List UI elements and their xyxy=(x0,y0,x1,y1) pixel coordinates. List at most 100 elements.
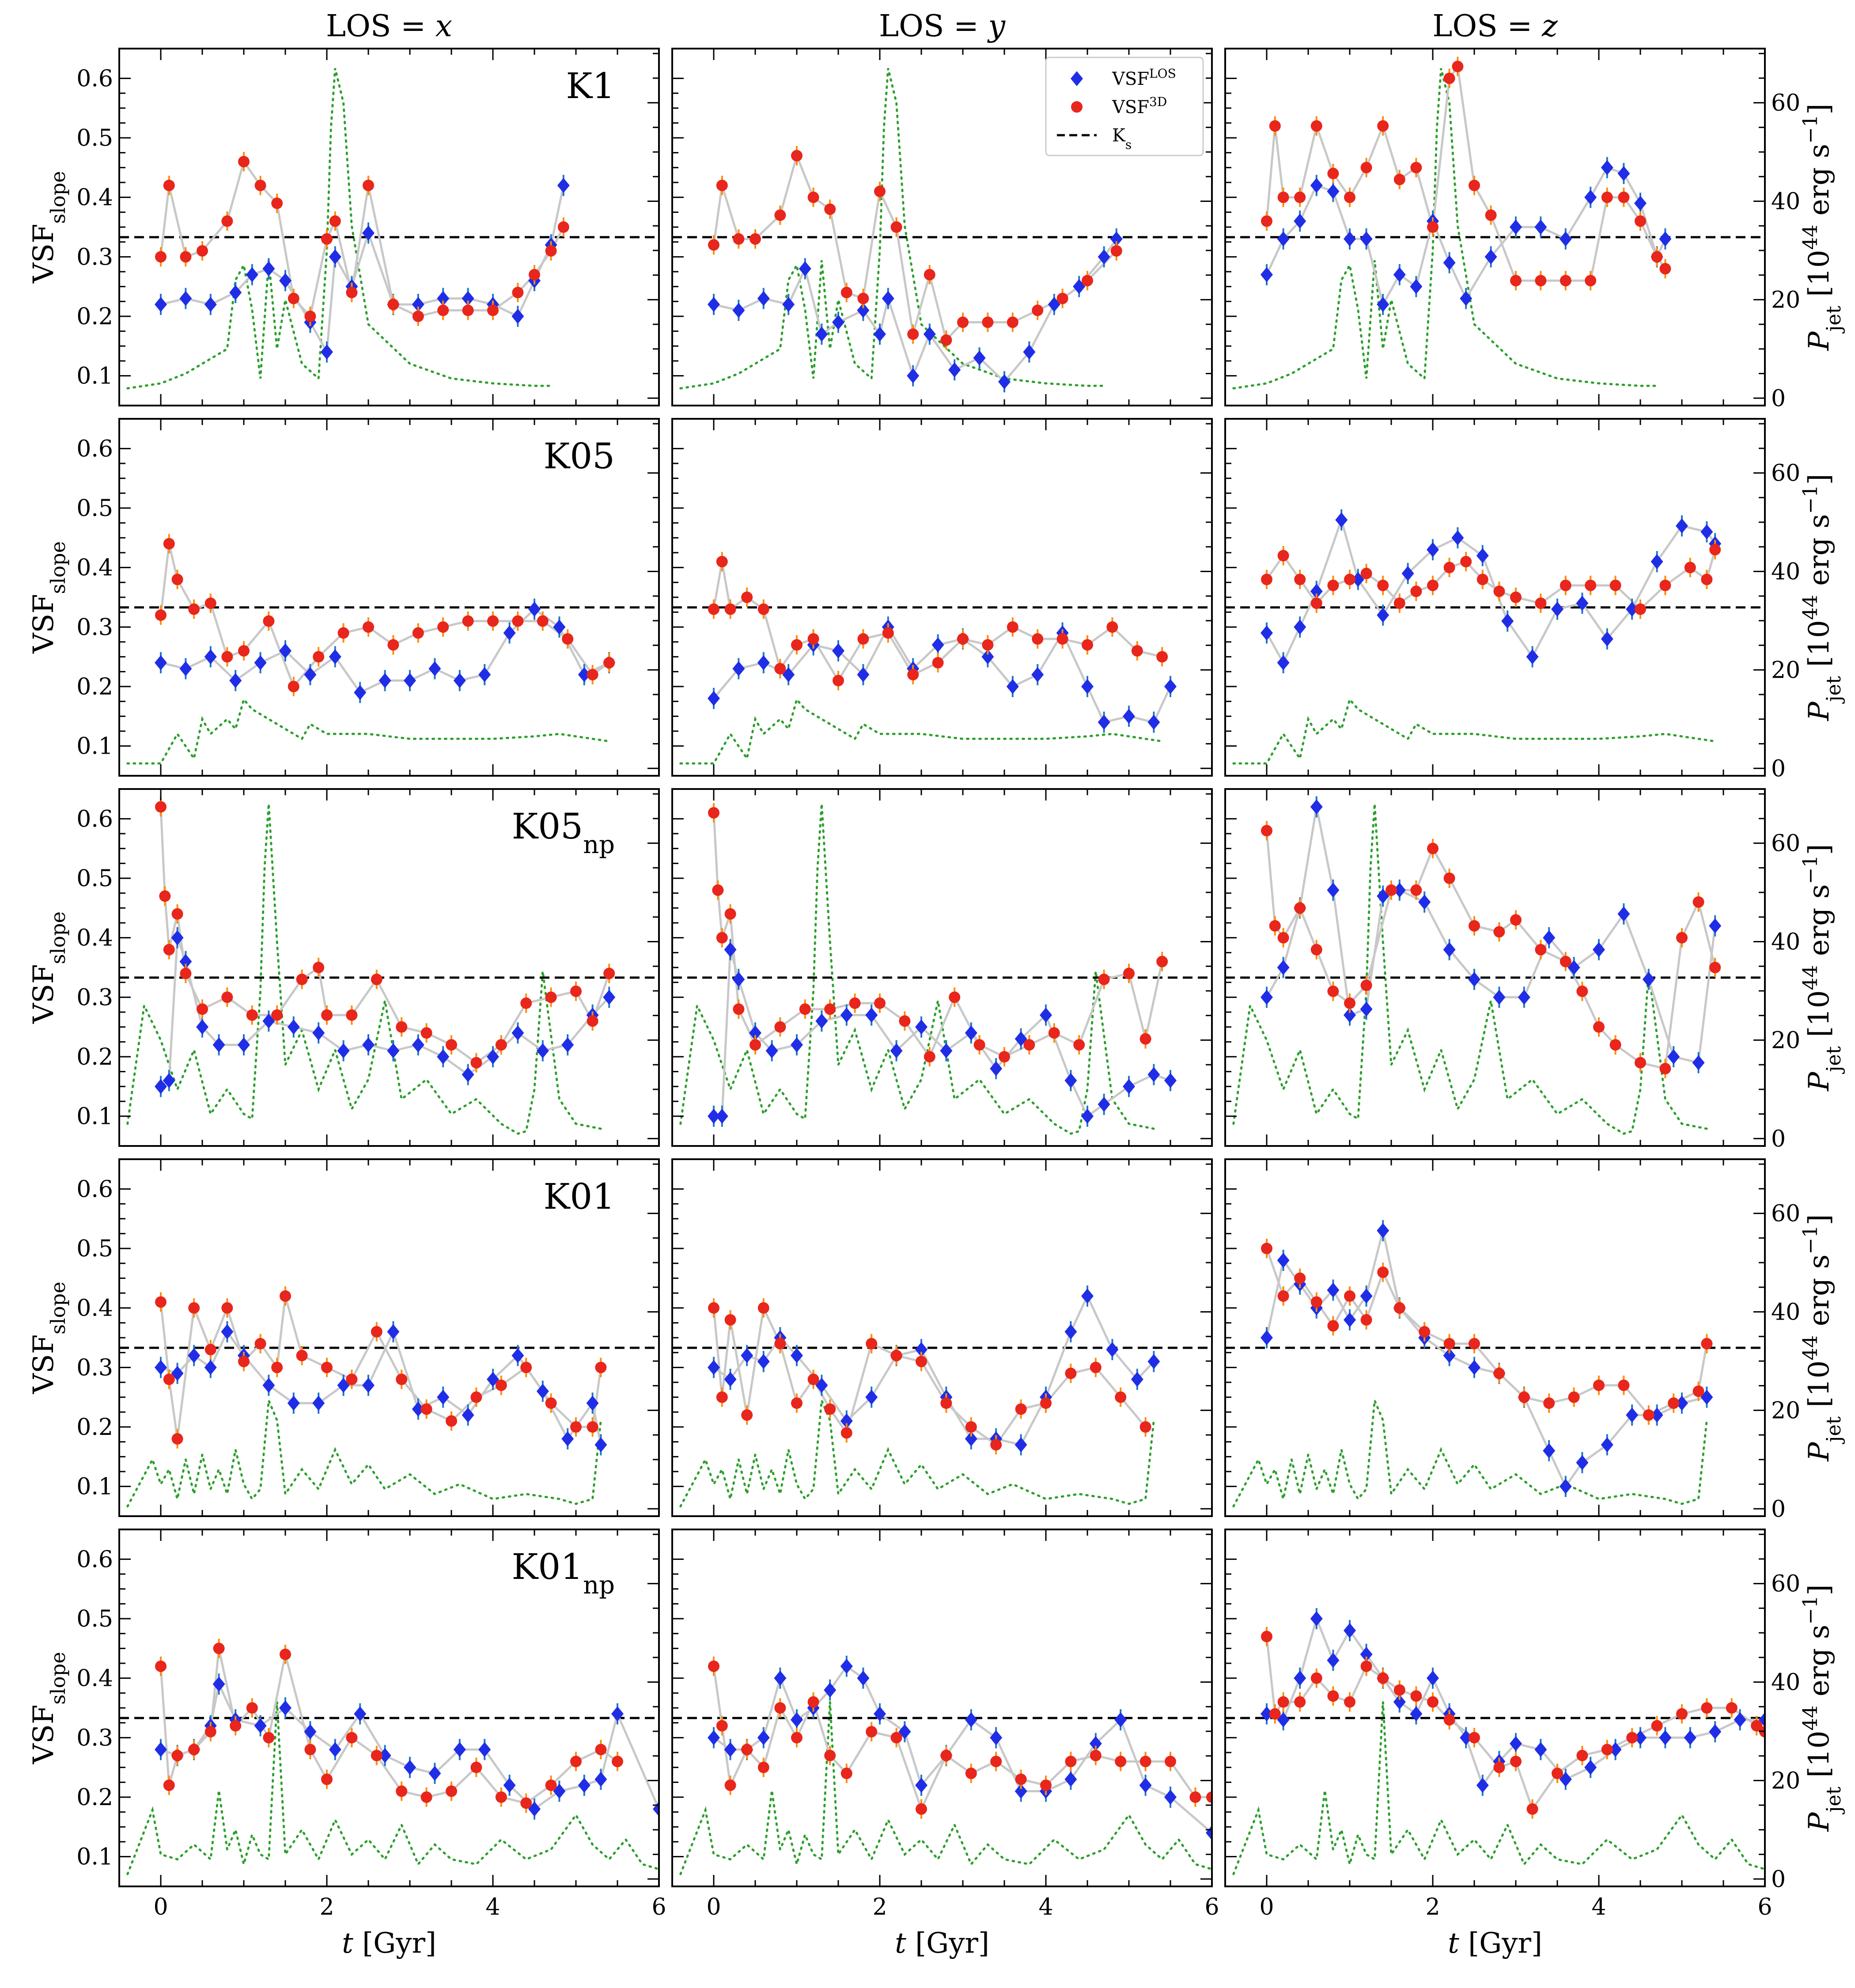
vsf-3d-connector xyxy=(1265,63,1666,282)
vsf-3d-point xyxy=(1344,191,1355,203)
vsf-3d-point xyxy=(437,304,449,316)
vsf-3d-point xyxy=(716,932,728,944)
vsf-3d-connector xyxy=(1265,1636,1765,1812)
vsf-3d-point xyxy=(965,1421,977,1433)
vsf-3d-point xyxy=(1701,1702,1713,1714)
vsf-3d-point xyxy=(1310,1296,1322,1308)
run-label: K05np xyxy=(512,806,615,859)
vsf-3d-point xyxy=(470,1057,482,1069)
vsf-los-point xyxy=(1684,1730,1696,1745)
vsf-los-point xyxy=(1277,655,1290,671)
panel-frame xyxy=(1224,418,1766,777)
vsf-3d-point xyxy=(313,962,325,973)
pjet-line xyxy=(1232,68,1658,390)
vsf-los-point xyxy=(1015,1783,1027,1799)
vsf-3d-point xyxy=(1526,1803,1538,1815)
vsf-los-point xyxy=(1617,906,1630,922)
vsf-3d-point xyxy=(866,1338,878,1350)
y2-tick-label: 20 xyxy=(1771,287,1800,313)
y-axis-label-left: VSFslope xyxy=(27,541,70,654)
vsf-3d-point xyxy=(1007,316,1018,328)
vsf-3d-point xyxy=(1651,251,1663,263)
vsf-3d-point xyxy=(180,967,192,979)
y-tick-label: 0.3 xyxy=(76,1725,113,1751)
vsf-los-point xyxy=(212,1677,225,1692)
vsf-los-point xyxy=(1510,220,1522,235)
vsf-3d-point xyxy=(529,269,540,281)
vsf-los-point xyxy=(179,291,192,306)
vsf-3d-point xyxy=(1410,585,1422,597)
vsf-los-point xyxy=(1601,160,1613,175)
vsf-los-point xyxy=(1344,1623,1356,1638)
vsf-3d-point xyxy=(1261,1631,1272,1643)
vsf-3d-point xyxy=(1609,580,1621,592)
vsf-los-point xyxy=(487,1049,499,1064)
vsf-los-point xyxy=(196,1019,208,1035)
vsf-los-point xyxy=(708,1360,720,1375)
vsf-3d-point xyxy=(866,1726,878,1738)
vsf-3d-point xyxy=(462,615,474,627)
vsf-3d-point xyxy=(1493,1367,1505,1379)
vsf-3d-point xyxy=(824,1003,836,1015)
plot-area xyxy=(672,1655,1212,1875)
vsf-3d-point xyxy=(512,615,524,627)
vsf-los-point xyxy=(990,1730,1003,1745)
vsf-los-point xyxy=(171,930,184,945)
vsf-los-point xyxy=(561,1431,574,1446)
vsf-3d-point xyxy=(849,997,861,1009)
vsf-los-point xyxy=(163,1073,175,1088)
vsf-3d-point xyxy=(982,639,994,651)
y-tick-label: 0.4 xyxy=(76,1666,113,1692)
y-tick-label: 0.3 xyxy=(76,244,113,270)
vsf-3d-point xyxy=(1452,61,1464,72)
vsf-3d-point xyxy=(1469,179,1480,191)
vsf-los-point xyxy=(1081,679,1094,694)
vsf-3d-point xyxy=(1635,215,1646,227)
vsf-3d-point xyxy=(1065,1367,1077,1379)
vsf-3d-point xyxy=(724,908,736,920)
vsf-3d-point xyxy=(1360,568,1372,580)
vsf-los-point xyxy=(1294,619,1306,635)
vsf-3d-point xyxy=(1560,580,1571,592)
vsf-3d-point xyxy=(1140,1033,1151,1045)
vsf-3d-point xyxy=(807,633,819,645)
vsf-3d-point xyxy=(1277,550,1289,561)
vsf-los-point xyxy=(1081,1288,1094,1304)
vsf-3d-point xyxy=(603,967,615,979)
vsf-3d-point xyxy=(204,597,216,609)
vsf-3d-point xyxy=(741,1409,753,1421)
vsf-3d-point xyxy=(1593,1021,1605,1033)
vsf-los-point xyxy=(279,643,292,659)
vsf-3d-point xyxy=(1659,1062,1671,1074)
plot-area xyxy=(1225,57,1765,390)
vsf-los-point xyxy=(179,661,192,676)
vsf-los-point xyxy=(1360,231,1373,247)
vsf-3d-point xyxy=(857,633,869,645)
vsf-los-point xyxy=(511,1348,524,1363)
vsf-los-point xyxy=(603,990,616,1005)
vsf-3d-point xyxy=(337,627,349,639)
legend-label: VSFLOS xyxy=(1112,66,1176,90)
vsf-los-point xyxy=(965,1431,977,1446)
y-tick-label: 0.3 xyxy=(76,614,113,641)
plot-area xyxy=(119,534,659,765)
vsf-los-point xyxy=(462,1408,474,1423)
vsf-3d-point xyxy=(346,287,358,299)
vsf-3d-point xyxy=(916,1803,927,1815)
vsf-3d-point xyxy=(1535,597,1547,609)
vsf-3d-point xyxy=(155,251,167,263)
vsf-3d-point xyxy=(940,1749,952,1761)
vsf-3d-point xyxy=(363,179,374,191)
vsf-3d-point xyxy=(296,973,308,985)
vsf-3d-point xyxy=(1056,292,1068,304)
vsf-3d-point xyxy=(446,1415,457,1427)
vsf-3d-point xyxy=(396,1785,408,1797)
vsf-los-point xyxy=(428,661,441,676)
pjet-line xyxy=(679,68,1105,390)
y-tick-label: 0.3 xyxy=(76,984,113,1011)
y-tick-label: 0.1 xyxy=(76,363,113,390)
vsf-3d-point xyxy=(1344,1290,1355,1302)
vsf-los-point xyxy=(1476,1778,1489,1793)
vsf-los-point xyxy=(478,667,491,683)
legend-label: VSF3D xyxy=(1112,95,1167,118)
